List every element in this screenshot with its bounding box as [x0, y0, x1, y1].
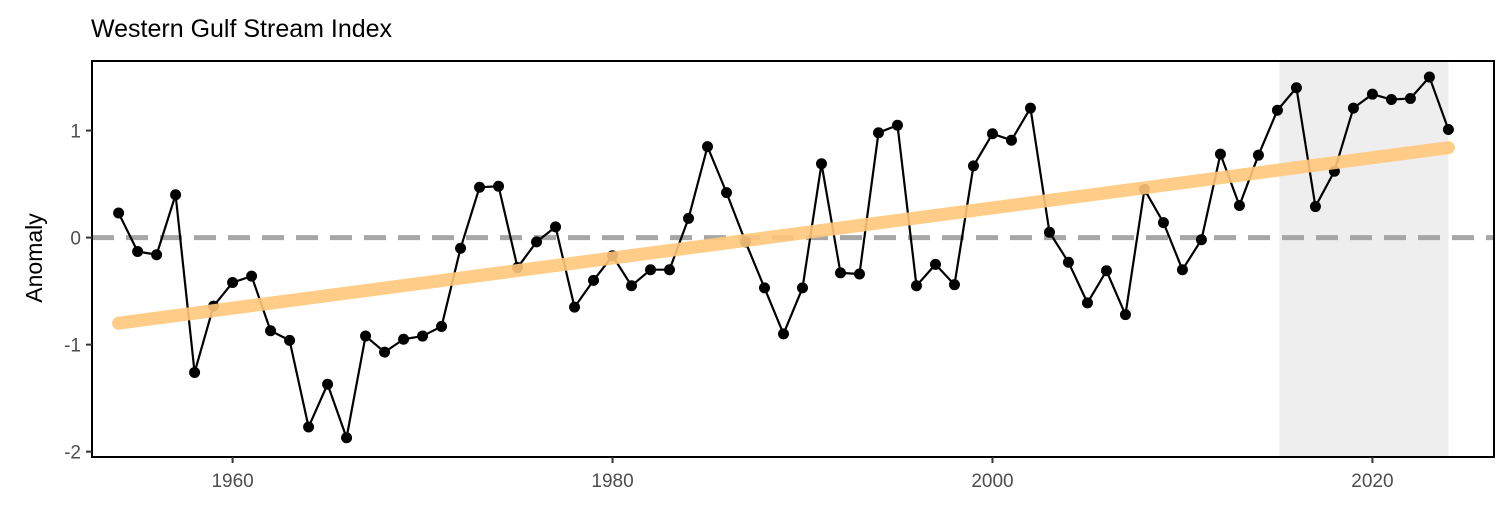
data-point [1423, 71, 1435, 83]
data-point [1005, 134, 1017, 146]
data-point [626, 280, 638, 292]
data-point [683, 212, 695, 224]
data-point [550, 221, 562, 233]
data-point [170, 189, 182, 201]
data-point [284, 334, 296, 346]
data-point [417, 330, 429, 342]
data-point [322, 378, 334, 390]
data-point [929, 258, 941, 270]
data-point [1385, 94, 1397, 106]
data-point [455, 242, 467, 254]
data-point [1404, 92, 1416, 104]
data-point [721, 187, 733, 199]
data-point [569, 301, 581, 313]
data-point [853, 268, 865, 280]
data-point [1195, 234, 1207, 246]
data-point [360, 330, 372, 342]
y-tick-label: 1 [70, 122, 81, 143]
data-point [588, 274, 600, 286]
data-point [1366, 88, 1378, 100]
data-point [759, 282, 771, 294]
x-tick-label: 1960 [211, 471, 253, 492]
data-point [113, 207, 125, 219]
data-point [1252, 149, 1264, 161]
data-point [1309, 201, 1321, 213]
data-point [303, 421, 315, 433]
series-line [117, 75, 1450, 439]
data-point [815, 158, 827, 170]
data-point [796, 282, 808, 294]
data-point [834, 267, 846, 279]
plot-area [91, 60, 1495, 458]
x-tick-label: 2000 [971, 471, 1013, 492]
data-point [1043, 226, 1055, 238]
data-point [1081, 297, 1093, 309]
data-point [645, 264, 657, 276]
data-point [872, 127, 884, 139]
data-point [967, 160, 979, 172]
data-point [702, 141, 714, 153]
data-point [1347, 102, 1359, 114]
data-point [1214, 148, 1226, 160]
data-point [910, 280, 922, 292]
highlight-period [1279, 61, 1449, 457]
y-tick-label: -2 [64, 443, 81, 464]
data-point [151, 249, 163, 261]
data-point [265, 325, 277, 337]
x-tick-label: 2020 [1351, 471, 1393, 492]
trend-line [112, 141, 1455, 330]
y-tick-label: 0 [70, 229, 81, 250]
data-point [436, 320, 448, 332]
data-point [778, 328, 790, 340]
x-tick-label: 1980 [591, 471, 633, 492]
data-point [1442, 123, 1454, 135]
data-point [664, 264, 676, 276]
data-point [1119, 309, 1131, 321]
data-point [132, 246, 144, 258]
data-point [1176, 264, 1188, 276]
data-point [227, 277, 239, 289]
x-axis: 1960 1980 2000 2020 [211, 457, 1394, 492]
panel-border [91, 60, 1495, 458]
data-point [531, 236, 543, 248]
data-point [986, 128, 998, 140]
y-axis: -2 -1 0 1 [64, 122, 92, 464]
data-point [1024, 102, 1036, 114]
data-point [1062, 256, 1074, 268]
data-point [474, 181, 486, 193]
data-point [1100, 265, 1112, 277]
y-tick-label: -1 [64, 336, 81, 357]
data-point [379, 346, 391, 358]
data-point [1271, 104, 1283, 116]
data-point [1233, 199, 1245, 211]
data-point [1157, 217, 1169, 229]
data-point [948, 279, 960, 291]
y-axis-title: Anomaly [21, 213, 47, 303]
data-point [398, 333, 410, 345]
chart-title: Western Gulf Stream Index [91, 15, 393, 43]
data-point [189, 366, 201, 378]
data-point [341, 432, 353, 444]
data-point [246, 270, 258, 282]
data-point [891, 119, 903, 131]
data-point [1290, 82, 1302, 94]
data-point [493, 180, 505, 192]
